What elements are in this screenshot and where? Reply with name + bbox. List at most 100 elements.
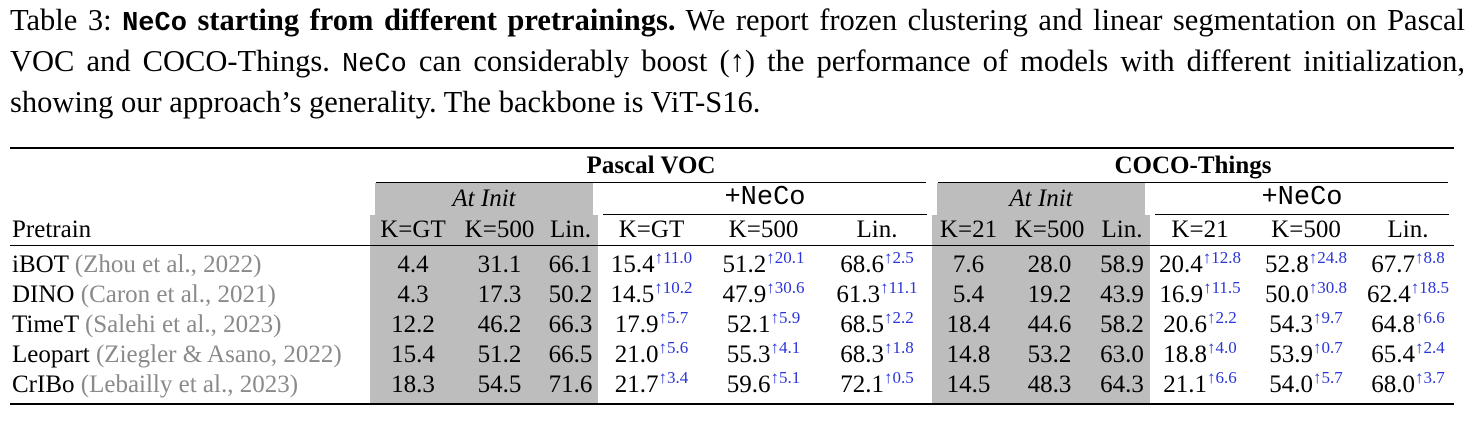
column-header: K=500 xyxy=(705,215,822,246)
init-value-cell: 58.2 xyxy=(1094,310,1150,340)
table-body: iBOT (Zhou et al., 2022) 4.4 31.1 66.1 15.4↑… xyxy=(10,245,1454,404)
init-value-cell: 58.9 xyxy=(1094,245,1150,280)
neco-value: 17.9 xyxy=(614,311,659,338)
neco-value: 54.3 xyxy=(1269,311,1313,338)
citation[interactable]: (Ziegler & Asano, 2022) xyxy=(95,341,342,368)
table-row: iBOT (Zhou et al., 2022) 4.4 31.1 66.1 15.4↑… xyxy=(10,245,1454,281)
pretrain-name: TimeT xyxy=(12,311,85,338)
column-header-row: Pretrain K=GT K=500 Lin. K=GT K=500 Lin. K=21 K=… xyxy=(10,215,1454,246)
improvement-delta: ↑30.6 xyxy=(766,278,805,297)
subgroup-coco-neco: +NeCo xyxy=(1150,183,1454,215)
group-header-row: Pascal VOC COCO-Things xyxy=(10,148,1454,183)
column-header: K=GT xyxy=(598,215,705,246)
neco-value-cell: 14.5↑10.2 xyxy=(598,278,705,310)
improvement-delta: ↑11.5 xyxy=(1203,278,1241,297)
column-header: K=500 xyxy=(1005,215,1094,246)
init-value-cell: 43.9 xyxy=(1094,280,1150,310)
improvement-delta: ↑8.8 xyxy=(1415,248,1445,267)
table-row: DINO (Caron et al., 2021) 4.3 17.3 50.2 14.5… xyxy=(10,278,1454,310)
improvement-delta: ↑6.6 xyxy=(1415,308,1445,327)
column-header-pretrain: Pretrain xyxy=(10,215,370,246)
citation[interactable]: (Salehi et al., 2023) xyxy=(84,311,282,338)
neco-value: 59.6 xyxy=(726,371,771,398)
init-value-cell: 31.1 xyxy=(456,245,543,280)
init-value-cell: 4.4 xyxy=(370,245,456,280)
caption-title-method: NeCo xyxy=(122,9,187,39)
subgroup-voc-neco: +NeCo xyxy=(598,183,932,215)
init-value-cell: 4.3 xyxy=(370,280,456,310)
init-value-cell: 53.2 xyxy=(1005,340,1094,370)
neco-value: 20.4 xyxy=(1159,251,1203,278)
column-header: Lin. xyxy=(1094,215,1150,246)
neco-value-cell: 62.4↑18.5 xyxy=(1362,279,1454,310)
improvement-delta: ↑5.1 xyxy=(770,368,801,387)
init-value-cell: 5.4 xyxy=(932,280,1005,310)
init-value-cell: 12.2 xyxy=(370,310,456,340)
neco-value-cell: 53.9↑0.7 xyxy=(1250,338,1362,370)
neco-value: 47.9 xyxy=(722,281,767,308)
neco-value-cell: 72.1↑0.5 xyxy=(822,369,932,404)
subgroup-voc-at-init: At Init xyxy=(370,183,598,215)
neco-value: 55.3 xyxy=(726,341,771,368)
init-value-cell: 14.5 xyxy=(932,370,1005,404)
caption-text-1: We report frozen clustering and linear s… xyxy=(10,3,1466,78)
neco-value-cell: 68.3↑1.8 xyxy=(822,339,932,370)
neco-value: 52.8 xyxy=(1265,251,1309,278)
neco-value-cell: 20.6↑2.2 xyxy=(1150,309,1250,340)
citation[interactable]: (Zhou et al., 2022) xyxy=(74,251,262,278)
init-value-cell: 14.8 xyxy=(932,340,1005,370)
neco-value-cell: 68.0↑3.7 xyxy=(1362,369,1454,404)
pretrain-name: iBOT xyxy=(12,251,75,278)
neco-value-cell: 64.8↑6.6 xyxy=(1362,308,1454,340)
init-value-cell: 46.2 xyxy=(456,310,543,340)
improvement-delta: ↑2.4 xyxy=(1415,338,1445,357)
citation[interactable]: (Caron et al., 2021) xyxy=(80,281,276,308)
citation[interactable]: (Lebailly et al., 2023) xyxy=(80,371,299,398)
neco-value: 21.1 xyxy=(1163,371,1207,398)
improvement-delta: ↑11.1 xyxy=(880,278,918,297)
init-value-cell: 54.5 xyxy=(456,370,543,404)
table-row: Leopart (Ziegler & Asano, 2022) 15.4 51.2 6… xyxy=(10,338,1454,370)
column-header: K=21 xyxy=(1150,215,1250,246)
neco-value-cell: 20.4↑12.8 xyxy=(1150,246,1250,281)
improvement-delta: ↑2.2 xyxy=(884,308,914,327)
init-value-cell: 51.2 xyxy=(456,340,543,370)
neco-value-cell: 17.9↑5.7 xyxy=(598,308,705,340)
subgroup-header-row: At Init +NeCo At Init +NeCo xyxy=(10,183,1454,215)
neco-value: 51.2 xyxy=(722,251,767,278)
neco-value-cell: 68.6↑2.5 xyxy=(822,246,932,281)
neco-value-cell: 18.8↑4.0 xyxy=(1150,339,1250,370)
init-value-cell: 17.3 xyxy=(456,280,543,310)
caption-method-name: NeCo xyxy=(341,50,407,80)
init-value-cell: 44.6 xyxy=(1005,310,1094,340)
init-value-cell: 19.2 xyxy=(1005,280,1094,310)
improvement-delta: ↑4.1 xyxy=(770,338,801,357)
improvement-delta: ↑5.7 xyxy=(1313,368,1343,387)
neco-value: 68.6 xyxy=(840,251,884,278)
column-header: K=500 xyxy=(1250,215,1362,246)
table-row: CrIBo (Lebailly et al., 2023) 18.3 54.5 71.… xyxy=(10,368,1454,404)
init-value-cell: 18.3 xyxy=(370,370,456,404)
neco-value: 72.1 xyxy=(840,371,884,398)
improvement-delta: ↑0.7 xyxy=(1313,338,1343,357)
neco-value-cell: 50.0↑30.8 xyxy=(1250,279,1362,310)
improvement-delta: ↑5.7 xyxy=(658,308,689,327)
neco-value: 21.7 xyxy=(614,371,659,398)
improvement-delta: ↑11.0 xyxy=(654,248,693,267)
improvement-delta: ↑20.1 xyxy=(766,248,805,267)
pretrain-name: DINO xyxy=(12,281,81,308)
neco-value: 67.7 xyxy=(1371,251,1415,278)
neco-value-cell: 54.0↑5.7 xyxy=(1250,368,1362,404)
neco-value-cell: 16.9↑11.5 xyxy=(1150,278,1250,310)
neco-value: 18.8 xyxy=(1163,341,1207,368)
improvement-delta: ↑10.2 xyxy=(654,278,693,297)
init-value-cell: 66.1 xyxy=(543,245,598,280)
pretrain-cell: DINO (Caron et al., 2021) xyxy=(10,280,370,310)
init-value-cell: 66.5 xyxy=(543,340,598,370)
neco-value-cell: 55.3↑4.1 xyxy=(705,338,822,370)
table-caption: Table 3: NeCo starting from different pr… xyxy=(10,2,1465,121)
column-header: K=GT xyxy=(370,215,456,246)
init-value-cell: 64.3 xyxy=(1094,370,1150,404)
neco-value: 68.3 xyxy=(840,341,884,368)
